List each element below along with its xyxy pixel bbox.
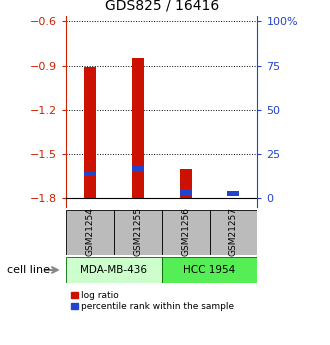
Legend: log ratio, percentile rank within the sample: log ratio, percentile rank within the sa… (71, 291, 235, 311)
Title: GDS825 / 16416: GDS825 / 16416 (105, 0, 219, 13)
Bar (227, 191, 240, 196)
Bar (66, 257, 162, 283)
Bar (180, 189, 192, 195)
Bar (114, 210, 162, 255)
Bar (162, 210, 210, 255)
Bar (210, 210, 257, 255)
Bar (132, 58, 144, 198)
Bar (66, 210, 114, 255)
Bar (84, 171, 96, 176)
Text: cell line: cell line (7, 265, 50, 275)
Text: GSM21257: GSM21257 (229, 207, 238, 256)
Text: HCC 1954: HCC 1954 (183, 265, 236, 275)
Bar (84, 67, 96, 198)
Text: GSM21256: GSM21256 (181, 207, 190, 256)
Bar (162, 257, 257, 283)
Text: GSM21255: GSM21255 (133, 207, 142, 256)
Bar (132, 166, 144, 171)
Text: GSM21254: GSM21254 (85, 208, 94, 256)
Bar (180, 169, 192, 198)
Text: MDA-MB-436: MDA-MB-436 (80, 265, 148, 275)
